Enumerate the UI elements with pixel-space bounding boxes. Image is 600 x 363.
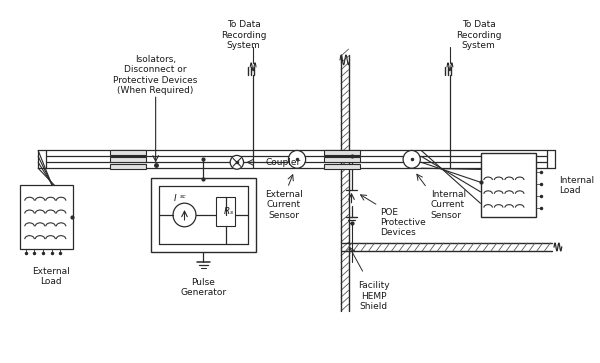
Text: sc: sc — [180, 194, 187, 199]
Text: External
Load: External Load — [32, 267, 70, 286]
Circle shape — [173, 203, 196, 227]
Text: To Data
Recording
System: To Data Recording System — [456, 20, 502, 50]
Bar — [20, 185, 73, 249]
Bar — [110, 151, 146, 155]
Bar — [324, 151, 360, 155]
Text: Facility
HEMP
Shield: Facility HEMP Shield — [358, 281, 389, 311]
Bar — [110, 164, 146, 169]
Text: Internal
Load: Internal Load — [559, 176, 594, 195]
Text: Pulse
Generator: Pulse Generator — [181, 277, 226, 297]
Text: Internal
Current
Sensor: Internal Current Sensor — [431, 190, 466, 220]
Bar — [151, 178, 256, 252]
Bar — [481, 154, 536, 217]
Text: R: R — [223, 207, 230, 216]
Text: s: s — [230, 210, 233, 215]
Bar — [324, 164, 360, 169]
Circle shape — [403, 151, 421, 168]
Text: Coupler: Coupler — [266, 158, 301, 167]
Bar — [216, 196, 235, 226]
Text: POE
Protective
Devices: POE Protective Devices — [380, 208, 426, 237]
Text: Isolators,
Disconnect or
Protective Devices
(When Required): Isolators, Disconnect or Protective Devi… — [113, 55, 198, 95]
Circle shape — [230, 155, 244, 169]
Bar — [110, 158, 146, 162]
Bar — [324, 158, 360, 162]
Circle shape — [289, 151, 305, 168]
Text: External
Current
Sensor: External Current Sensor — [265, 190, 302, 220]
Text: I: I — [173, 194, 176, 203]
Text: To Data
Recording
System: To Data Recording System — [221, 20, 266, 50]
